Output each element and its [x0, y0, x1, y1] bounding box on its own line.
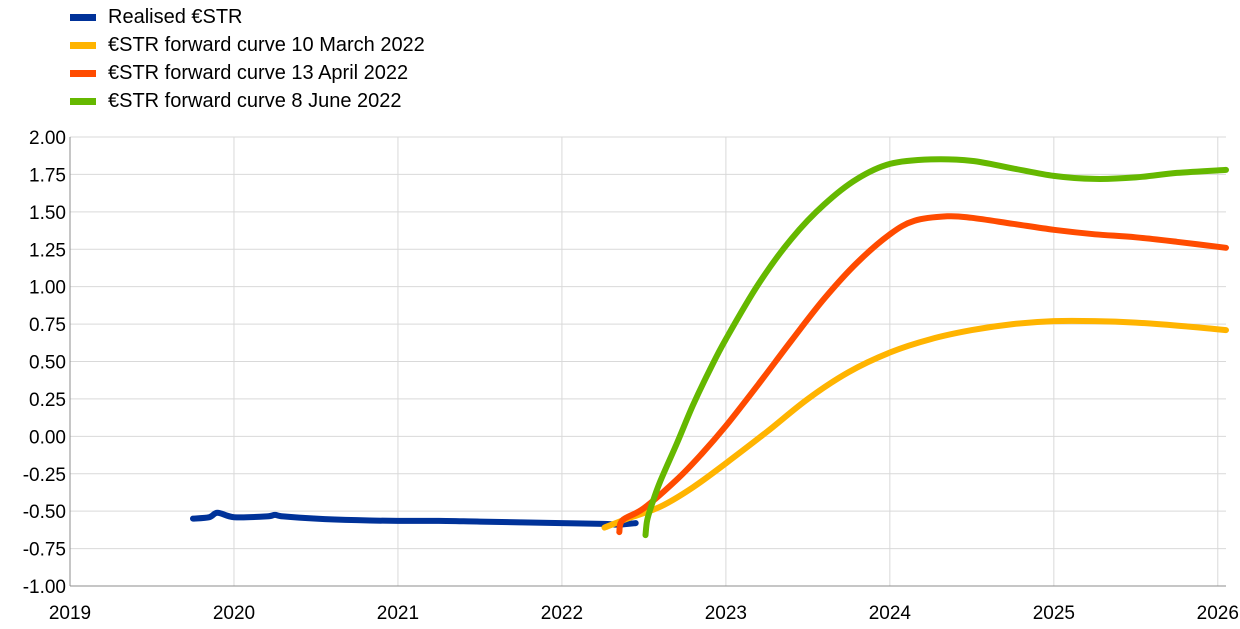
y-tick-label: -0.25 — [23, 465, 66, 486]
legend-label: €STR forward curve 8 June 2022 — [108, 89, 402, 112]
y-axis-ticks: 2.00 1.75 1.50 1.25 1.00 0.75 0.50 0.25 0.00 -0.2… — [23, 128, 66, 598]
legend-swatch-april — [70, 69, 96, 77]
series-line-june — [642, 156, 1229, 539]
x-tick-label: 2022 — [541, 603, 583, 624]
y-tick-label: -0.50 — [23, 502, 66, 523]
x-tick-label: 2025 — [1033, 603, 1075, 624]
y-tick-label: 0.00 — [29, 427, 66, 448]
legend-swatch-march — [70, 41, 96, 49]
x-tick-label: 2019 — [49, 603, 91, 624]
x-tick-label: 2024 — [869, 603, 912, 624]
x-axis-ticks: 2019 2020 2021 2022 2023 2024 2025 2026 — [49, 603, 1239, 624]
legend-item-april: €STR forward curve 13 April 2022 — [70, 59, 425, 87]
series-lines — [190, 156, 1229, 539]
y-tick-label: 0.50 — [29, 353, 66, 374]
chart-legend: Realised €STR €STR forward curve 10 Marc… — [70, 3, 425, 115]
y-tick-label: 1.75 — [29, 165, 66, 186]
y-tick-label: 1.00 — [29, 278, 66, 299]
legend-label: €STR forward curve 10 March 2022 — [108, 33, 425, 56]
y-tick-label: -1.00 — [23, 577, 66, 598]
series-line-april — [616, 213, 1229, 536]
legend-swatch-realised — [70, 13, 96, 21]
legend-label: Realised €STR — [108, 5, 243, 28]
legend-item-realised: Realised €STR — [70, 3, 425, 31]
y-tick-label: 2.00 — [29, 128, 66, 149]
x-tick-label: 2020 — [213, 603, 255, 624]
y-tick-label: 1.50 — [29, 203, 66, 224]
x-tick-label: 2021 — [377, 603, 419, 624]
legend-swatch-june — [70, 97, 96, 105]
legend-item-march: €STR forward curve 10 March 2022 — [70, 31, 425, 59]
series-line-realised — [190, 509, 639, 528]
series-line-march — [601, 317, 1229, 531]
legend-label: €STR forward curve 13 April 2022 — [108, 61, 409, 84]
y-tick-label: 0.25 — [29, 390, 66, 411]
x-tick-label: 2023 — [705, 603, 747, 624]
y-tick-label: 1.25 — [29, 240, 66, 261]
x-tick-label: 2026 — [1197, 603, 1239, 624]
legend-item-june: €STR forward curve 8 June 2022 — [70, 87, 425, 115]
y-tick-label: -0.75 — [23, 540, 66, 561]
y-tick-label: 0.75 — [29, 315, 66, 336]
